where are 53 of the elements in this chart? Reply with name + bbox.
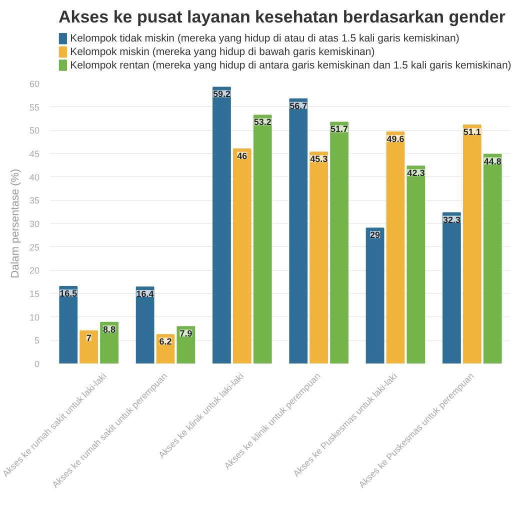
- y-tick-label: 25: [29, 242, 40, 252]
- data-label: 53.2: [254, 117, 272, 128]
- data-label: 16.4: [136, 288, 154, 299]
- data-label: 29: [370, 230, 380, 240]
- data-label: 32.3: [442, 214, 460, 225]
- data-label: 16.5: [60, 288, 78, 298]
- bar: [366, 228, 384, 364]
- y-tick-label: 15: [29, 289, 40, 299]
- bar: [59, 286, 78, 364]
- y-tick-label: 5: [34, 336, 40, 346]
- data-label: 46: [237, 150, 248, 161]
- bar: [176, 326, 196, 364]
- bar: [462, 124, 482, 364]
- bar: [212, 86, 231, 364]
- legend-label: Kelompok tidak miskin (mereka yang hidup di atau di atas 1.5 kali garis kemiskinan): [70, 32, 460, 45]
- bar: [483, 154, 502, 364]
- y-tick-label: 45: [29, 149, 40, 159]
- bar: [289, 98, 308, 364]
- bar: [310, 152, 328, 364]
- chart-title: Akses ke pusat layanan kesehatan berdasarkan gender: [58, 8, 506, 26]
- y-tick-label: 50: [29, 126, 40, 136]
- y-tick-label: 30: [29, 219, 40, 229]
- bar: [442, 212, 461, 364]
- data-label: 6.2: [159, 336, 172, 347]
- data-label: 51.7: [330, 124, 348, 134]
- y-tick-label: 35: [29, 196, 40, 206]
- data-label: 7: [86, 332, 92, 343]
- bar: [386, 132, 405, 364]
- data-label: 51.1: [463, 127, 481, 138]
- data-label: 8.8: [103, 324, 116, 334]
- legend-label: Kelompok rentan (mereka yang hidup di antara garis kemiskinan dan 1.5 kali garis kemiskinan): [70, 59, 512, 72]
- bar: [330, 122, 348, 364]
- y-tick-label: 0: [34, 359, 40, 369]
- y-tick-label: 40: [29, 172, 40, 182]
- bar: [100, 322, 118, 364]
- data-label: 7.9: [180, 328, 192, 339]
- y-tick-label: 20: [29, 266, 40, 276]
- data-label: 45.3: [310, 154, 328, 164]
- bar: [136, 286, 154, 364]
- data-label: 42.3: [407, 168, 425, 178]
- legend-label: Kelompok miskin (mereka yang hidup di bawah garis kemiskinan): [70, 46, 375, 58]
- y-tick-label: 10: [29, 312, 40, 322]
- data-label: 49.6: [386, 134, 404, 144]
- data-label: 44.8: [484, 156, 502, 166]
- bar: [253, 114, 272, 364]
- y-tick-label: 60: [29, 79, 40, 89]
- y-tick-label: 55: [29, 102, 40, 112]
- bar: [406, 166, 426, 364]
- bar: [80, 330, 98, 364]
- data-label: 56.7: [290, 100, 308, 111]
- y-axis-title: Dalam persentase (%): [9, 168, 22, 278]
- data-label: 59.2: [212, 89, 230, 100]
- bar: [232, 148, 252, 364]
